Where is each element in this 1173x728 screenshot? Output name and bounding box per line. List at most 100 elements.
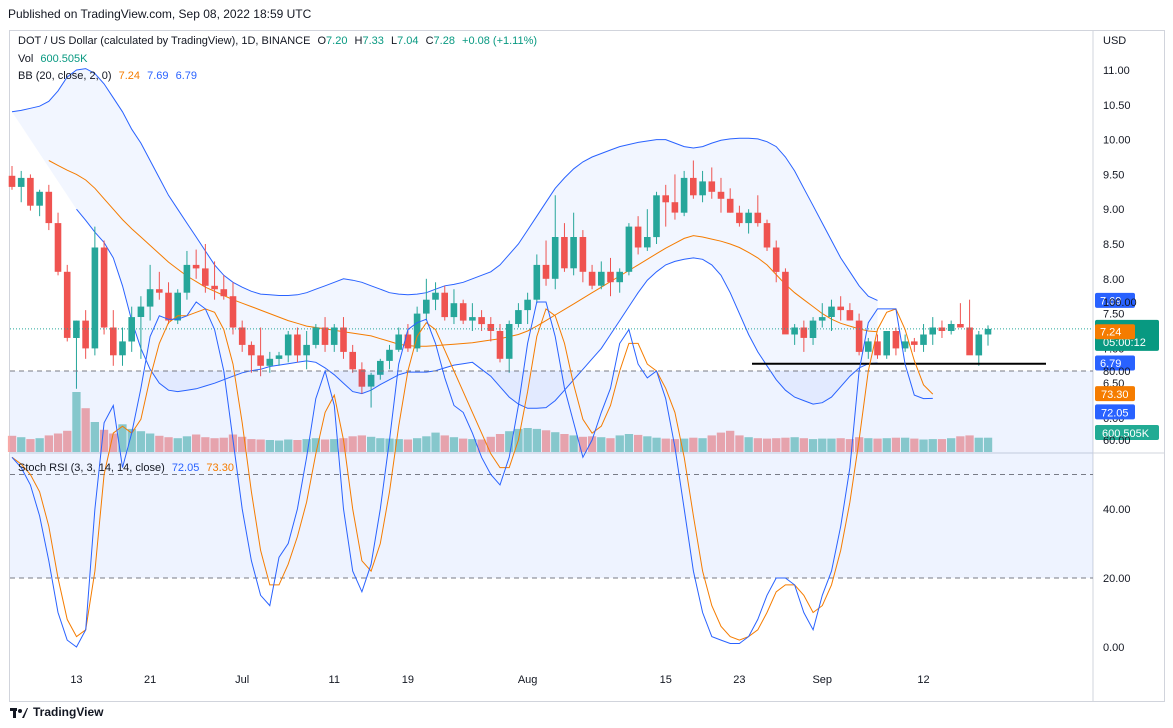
candle-body (192, 264, 200, 269)
volume-bar (744, 437, 753, 452)
volume-bar (311, 438, 320, 452)
volume-bar (882, 438, 891, 452)
volume-bar (459, 438, 468, 452)
candle-body (699, 181, 706, 196)
volume-bar (274, 440, 284, 452)
volume-bar (956, 436, 965, 452)
volume-bar (735, 435, 744, 452)
volume-bar (118, 424, 127, 452)
volume-bar (99, 429, 109, 452)
candle-body (551, 237, 559, 279)
candle-body (874, 341, 881, 356)
candle-body (349, 351, 356, 370)
volume-bar (357, 435, 366, 452)
volume-bar (265, 440, 274, 452)
volume-bar (302, 439, 311, 452)
volume-bar (523, 428, 532, 452)
open-label: O (317, 35, 327, 47)
volume-bar (873, 438, 882, 452)
candle-body (45, 191, 53, 224)
candle-body (294, 334, 301, 356)
volume-bar (173, 438, 182, 452)
stoch-tick-label: 40.00 (1103, 504, 1131, 516)
volume-bar (431, 432, 440, 452)
candle-body (957, 324, 964, 328)
candle-body (82, 320, 89, 349)
candle-body (542, 264, 550, 279)
candle-body (920, 334, 927, 345)
candle-body (229, 296, 237, 328)
time-tick-label: 15 (660, 674, 672, 686)
volume-bar (808, 439, 818, 452)
stoch-tick-label: 100.00 (1103, 297, 1137, 309)
published-header: Published on TradingView.com, Sep 08, 20… (8, 7, 312, 21)
volume-bar (790, 437, 799, 452)
stoch-tick-label: 60.00 (1103, 435, 1131, 447)
volume-bar (827, 438, 836, 452)
candle-body (284, 334, 292, 356)
volume-bar (855, 437, 864, 452)
candle-body (561, 237, 568, 269)
candle-body (183, 264, 191, 293)
countdown-badge: 05:00:12 (1103, 337, 1146, 349)
candle-body (8, 175, 16, 187)
volume-bar (468, 439, 477, 452)
volume-bar (615, 435, 624, 452)
volume-bar (192, 434, 201, 452)
volume-bar (818, 438, 827, 452)
volume-bar (403, 439, 413, 452)
price-tick-label: 9.00 (1103, 204, 1124, 216)
volume-bar (643, 436, 652, 452)
time-tick-label: Jul (235, 674, 249, 686)
candle-body (469, 317, 476, 321)
price-tick-label: 10.50 (1103, 100, 1131, 112)
candle-body (367, 374, 375, 387)
volume-bar (901, 437, 910, 452)
candle-body (432, 292, 439, 300)
symbol-label: DOT / US Dollar (calculated by TradingVi… (18, 35, 311, 47)
candle-body (174, 292, 181, 321)
volume-bar (81, 408, 90, 452)
bb-upper-value: 7.69 (147, 70, 169, 82)
price-tick-label: 9.50 (1103, 169, 1124, 181)
candle-body (828, 306, 835, 317)
stoch-k-badge-bg (1095, 404, 1135, 420)
volume-bar (182, 436, 192, 452)
volume-bar (983, 437, 993, 452)
candle-body (607, 271, 614, 283)
tradingview-logo-icon (10, 707, 28, 718)
candle-body (782, 271, 789, 335)
volume-bar (652, 437, 661, 452)
bb-legend: BB (20, close, 2, 0) 7.24 7.69 6.79 (18, 70, 201, 82)
candle-body (478, 317, 485, 325)
candle-body (579, 237, 587, 272)
volume-bar (422, 436, 431, 452)
volume-bar (26, 439, 35, 452)
volume-bar (781, 437, 790, 452)
candle-body (975, 334, 983, 356)
candle-body (377, 360, 384, 375)
stoch-k-line (11, 301, 933, 648)
candle-body (340, 327, 347, 352)
candle-body (63, 271, 71, 338)
candle-body (754, 212, 762, 224)
candle-body (358, 369, 366, 387)
bb-basis-badge-bg (1095, 324, 1135, 340)
candle-body (929, 327, 936, 335)
candle-body (837, 306, 844, 311)
volume-bar (90, 422, 99, 452)
price-tick-label: 10.00 (1103, 135, 1131, 147)
candle-body (690, 177, 697, 196)
candle-body (238, 327, 246, 345)
volume-bar (320, 439, 330, 452)
tradingview-logo[interactable]: TradingView (10, 705, 103, 719)
volume-badge: 600.505K (1102, 428, 1150, 440)
candle-body (303, 344, 310, 356)
volume-bar (385, 438, 394, 452)
volume-bar (634, 434, 643, 452)
candle-body (588, 271, 596, 286)
volume-bar (578, 436, 587, 452)
volume-bar (624, 434, 634, 452)
volume-bar (136, 431, 146, 452)
